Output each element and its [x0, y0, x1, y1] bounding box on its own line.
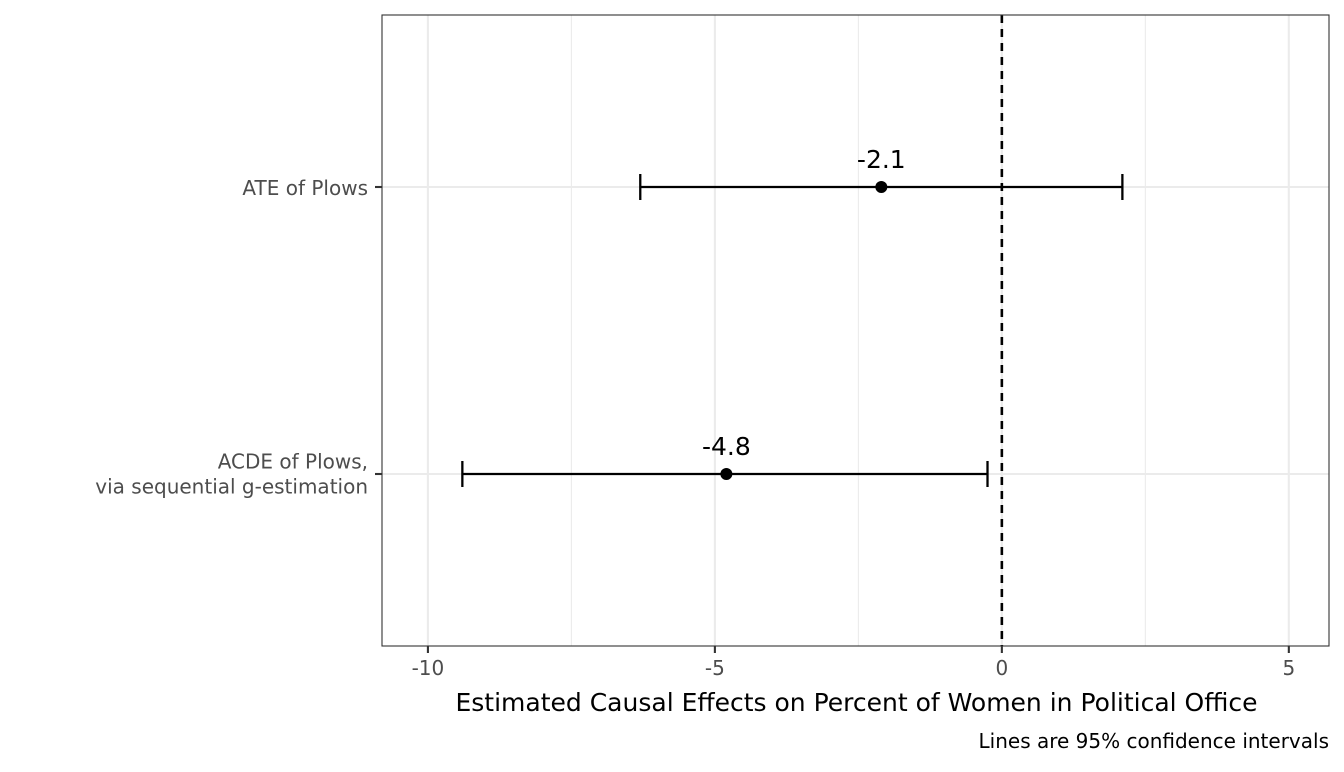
data-label: -4.8 [702, 432, 751, 461]
point-estimate [720, 468, 733, 480]
point-range-2: -4.8 [461, 432, 989, 487]
x-tick-label: -10 [412, 656, 445, 680]
x-tick-label: 5 [1282, 656, 1295, 680]
marks: -2.1 -4.8 [461, 145, 1124, 487]
grid [382, 15, 1329, 646]
y-tick-label: via sequential g-estimation [95, 475, 368, 499]
point-estimate [875, 181, 888, 193]
panel-border [381, 14, 1330, 647]
x-tick-label: 0 [995, 656, 1008, 680]
point-range-1: -2.1 [639, 145, 1124, 200]
data-label: -2.1 [857, 145, 906, 174]
y-tick-label: ATE of Plows [242, 176, 368, 200]
x-axis: -10 -5 0 5 [412, 646, 1295, 680]
x-tick-label: -5 [705, 656, 725, 680]
y-tick-label: ACDE of Plows, [218, 450, 368, 474]
y-axis: ATE of Plows ACDE of Plows,via sequential… [95, 176, 382, 499]
chart-caption: Lines are 95% confidence intervals [979, 729, 1329, 753]
x-axis-title: Estimated Causal Effects on Percent of W… [455, 688, 1257, 717]
